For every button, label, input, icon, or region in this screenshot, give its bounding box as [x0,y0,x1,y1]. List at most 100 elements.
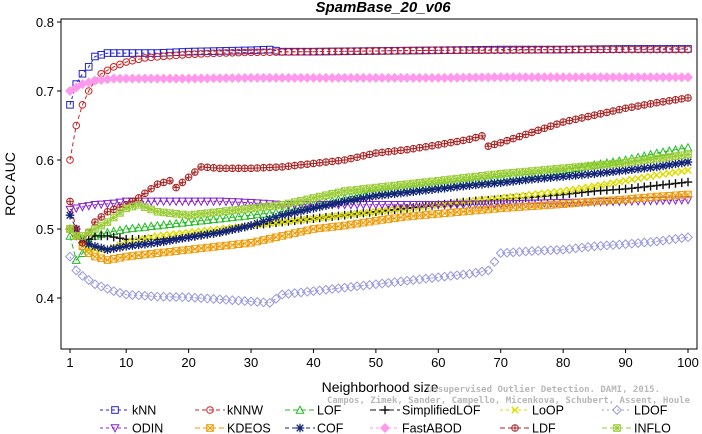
data-point [265,215,275,224]
legend-swatch-marker [206,424,214,432]
data-point [278,201,287,209]
data-point [589,198,599,207]
data-point [66,225,74,233]
legend-item: kNN [100,404,156,418]
data-point [253,237,262,246]
data-point [596,109,605,118]
data-point [428,201,436,210]
data-point [378,183,386,191]
data-point [583,170,593,179]
data-point [452,182,462,192]
data-point [303,215,312,224]
data-point [378,207,386,215]
data-point [377,190,387,200]
data-point [478,132,486,140]
data-point [221,197,231,207]
data-point [309,214,318,223]
data-point [347,154,355,163]
data-point [140,197,150,207]
data-point [558,172,568,181]
data-point [216,207,224,216]
data-point [340,211,349,219]
data-point [203,163,212,172]
data-point [459,136,468,145]
data-point [359,152,368,160]
legend-item: LDF [500,422,556,434]
data-point [365,201,375,210]
data-point [265,163,274,172]
data-point [109,213,118,222]
data-point [191,210,199,219]
data-point [303,226,312,235]
data-point [128,241,137,250]
data-point [183,292,194,303]
legend-item: LoOP [500,404,564,418]
data-point [452,200,462,210]
data-point [509,192,518,201]
data-point [172,183,180,192]
data-point [64,85,76,97]
data-point [208,293,219,304]
data-point [270,293,282,304]
data-point [590,111,599,119]
data-point [240,164,249,173]
data-point [684,166,692,175]
data-point [272,218,280,227]
data-point [247,204,255,213]
data-point [172,230,180,238]
data-point [177,197,187,207]
data-point [659,170,667,179]
data-point [134,194,143,202]
series-line [69,169,689,251]
data-point [147,205,155,214]
data-point [121,224,131,233]
legend-item: LDOF [602,404,668,418]
data-point [471,133,480,142]
legend-swatch-marker [110,424,120,433]
legend-swatch-marker [295,423,305,433]
data-point [146,221,156,231]
data-point [440,139,449,148]
data-point [96,281,107,292]
data-point [184,173,193,182]
data-point [496,200,506,210]
data-point [603,108,611,117]
data-point [91,218,99,226]
data-point [159,178,168,187]
data-point [209,229,218,238]
data-point [584,162,592,170]
data-point [596,161,605,169]
data-point [96,243,106,253]
data-point [159,208,168,217]
data-point [166,209,174,217]
legend-label: LOF [317,404,342,418]
data-point [608,167,618,177]
data-point [477,180,487,189]
data-point [309,159,318,168]
data-point [108,286,119,297]
data-point [91,252,99,261]
data-point [252,199,262,209]
y-tick-label: 0.8 [36,15,54,30]
series-line [69,199,689,211]
data-point [578,114,586,122]
data-point [478,196,486,204]
data-point [221,294,232,305]
data-point [166,230,174,239]
data-point [670,196,681,206]
data-point [682,72,694,83]
data-point [89,279,100,290]
data-point [509,134,518,143]
data-point [191,245,199,253]
series-ldof [64,232,694,308]
data-point [328,190,336,198]
data-point [309,194,318,202]
series-loop [66,166,692,254]
x-tick-label: 10 [119,355,133,370]
data-point [540,173,549,183]
data-point [565,186,574,194]
legend-label: INFLO [634,422,671,434]
data-point [553,120,561,128]
data-point [272,201,280,210]
